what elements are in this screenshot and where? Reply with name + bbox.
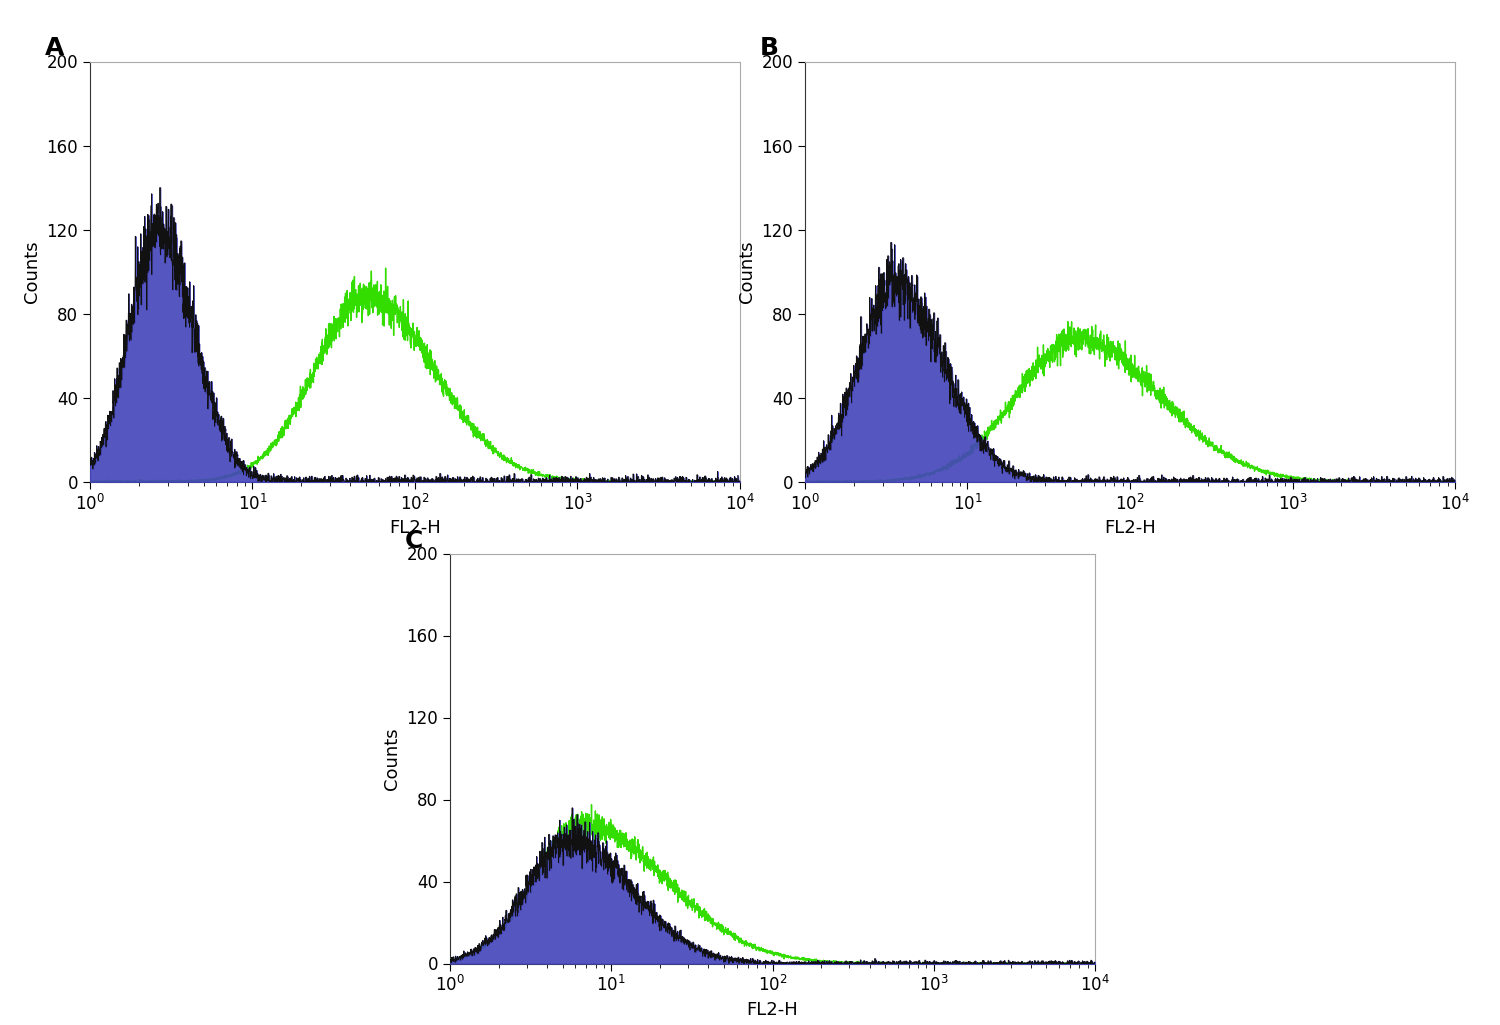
X-axis label: FL2-H: FL2-H <box>1104 520 1156 537</box>
Text: C: C <box>405 529 423 552</box>
X-axis label: FL2-H: FL2-H <box>388 520 441 537</box>
Y-axis label: Counts: Counts <box>22 240 40 303</box>
Text: B: B <box>759 36 778 60</box>
X-axis label: FL2-H: FL2-H <box>747 1001 798 1019</box>
Text: A: A <box>45 36 64 60</box>
Y-axis label: Counts: Counts <box>738 240 756 303</box>
Y-axis label: Counts: Counts <box>382 727 400 790</box>
